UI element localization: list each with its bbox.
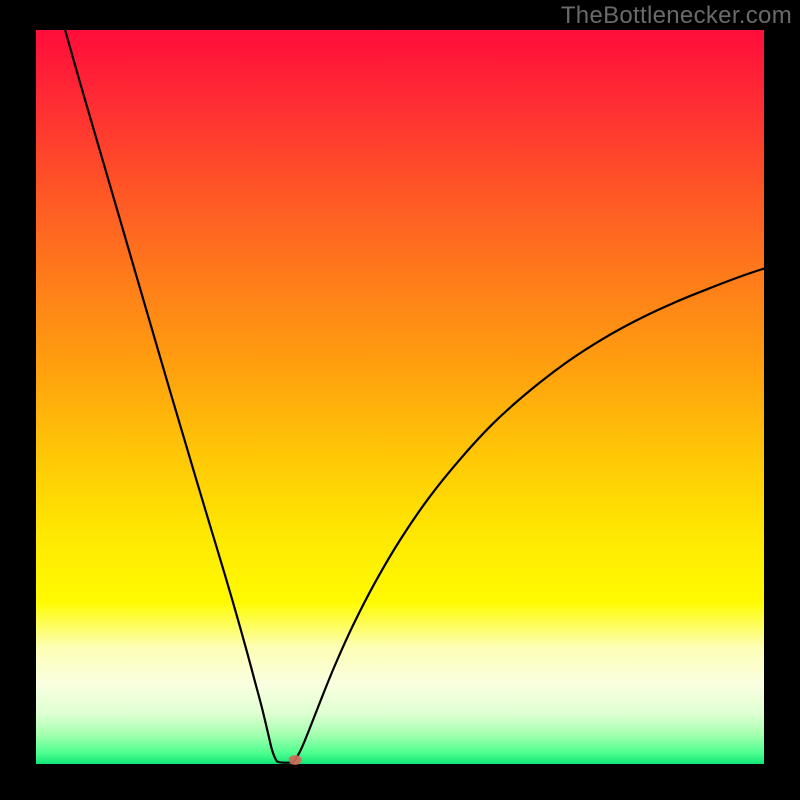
watermark-text: TheBottlenecker.com (561, 2, 792, 30)
optimal-point-marker (289, 755, 302, 765)
chart-container: TheBottlenecker.com (0, 0, 800, 800)
plot-background (36, 30, 764, 764)
bottleneck-chart (0, 0, 800, 800)
